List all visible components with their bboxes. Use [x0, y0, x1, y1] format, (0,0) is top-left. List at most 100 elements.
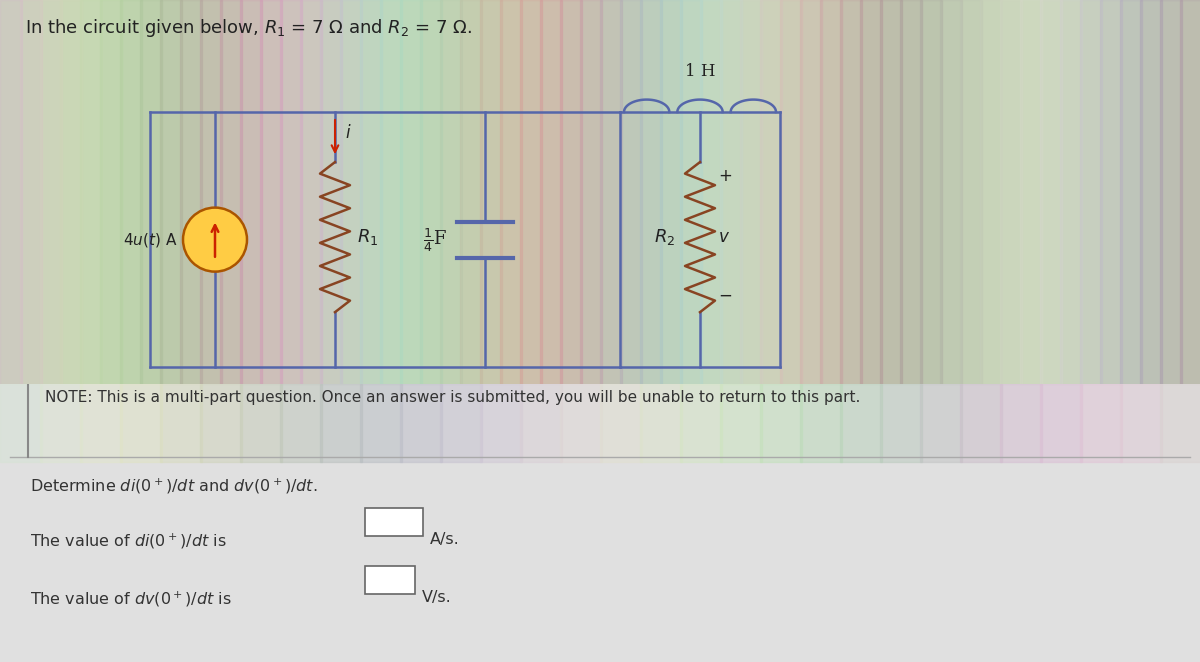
Bar — [660, 0, 682, 397]
Bar — [320, 384, 362, 462]
Bar — [1040, 0, 1062, 397]
Bar — [940, 0, 962, 397]
FancyBboxPatch shape — [365, 566, 415, 594]
Bar — [440, 0, 462, 397]
Bar — [1120, 0, 1142, 397]
FancyBboxPatch shape — [365, 508, 422, 536]
Bar — [520, 0, 542, 397]
Text: The value of $di(0^+)/dt$ is: The value of $di(0^+)/dt$ is — [30, 532, 227, 551]
Bar — [180, 0, 202, 397]
Bar — [440, 384, 482, 462]
Bar — [800, 384, 842, 462]
Bar — [220, 0, 242, 397]
Bar — [820, 0, 842, 397]
Text: NOTE: This is a multi-part question. Once an answer is submitted, you will be un: NOTE: This is a multi-part question. Onc… — [46, 390, 860, 405]
Bar — [480, 0, 502, 397]
Bar — [400, 0, 422, 397]
Bar — [40, 0, 62, 397]
Text: The value of $dv(0^+)/dt$ is: The value of $dv(0^+)/dt$ is — [30, 590, 232, 609]
Circle shape — [182, 208, 247, 271]
Bar — [40, 384, 82, 462]
Text: A/s.: A/s. — [430, 532, 460, 547]
Bar — [80, 384, 122, 462]
Bar — [260, 0, 282, 397]
Bar — [80, 0, 102, 397]
Text: −: − — [718, 286, 732, 304]
Bar — [480, 384, 522, 462]
Bar — [100, 0, 122, 397]
Bar — [860, 0, 882, 397]
Bar — [340, 0, 362, 397]
Bar — [1000, 384, 1042, 462]
Bar — [360, 0, 382, 397]
Bar — [1180, 0, 1200, 397]
Bar — [160, 384, 202, 462]
Bar — [1080, 384, 1122, 462]
Bar — [800, 0, 822, 397]
Bar — [1040, 384, 1082, 462]
Bar — [360, 384, 402, 462]
Bar — [880, 384, 922, 462]
Bar — [760, 384, 802, 462]
Bar — [60, 0, 82, 397]
Bar — [1160, 384, 1200, 462]
Text: $\frac{1}{4}$F: $\frac{1}{4}$F — [422, 226, 446, 254]
Bar — [1120, 384, 1162, 462]
Text: 1 H: 1 H — [685, 63, 715, 80]
Text: $R_2$: $R_2$ — [654, 227, 674, 247]
Bar — [960, 0, 982, 397]
Bar — [120, 384, 162, 462]
Bar — [1020, 0, 1042, 397]
Bar — [1100, 0, 1122, 397]
Text: +: + — [718, 167, 732, 185]
Bar — [640, 384, 682, 462]
Bar — [920, 0, 942, 397]
Bar — [540, 0, 562, 397]
Bar — [760, 0, 782, 397]
Bar — [200, 0, 222, 397]
Text: V/s.: V/s. — [422, 590, 451, 605]
Bar — [280, 384, 322, 462]
Bar — [300, 0, 322, 397]
Text: $R_1$: $R_1$ — [358, 227, 378, 247]
Bar — [640, 0, 662, 397]
Bar — [500, 0, 522, 397]
Bar — [1160, 0, 1182, 397]
Bar — [780, 0, 802, 397]
Bar — [720, 0, 742, 397]
Bar — [620, 0, 642, 397]
Bar — [580, 0, 602, 397]
Bar — [880, 0, 902, 397]
Bar — [680, 0, 702, 397]
Bar — [980, 0, 1002, 397]
Bar — [960, 384, 1002, 462]
Bar — [200, 384, 242, 462]
Bar — [560, 384, 602, 462]
Bar — [1000, 0, 1022, 397]
Bar — [420, 0, 442, 397]
Text: $i$: $i$ — [346, 124, 352, 142]
Text: $v$: $v$ — [718, 228, 730, 246]
Bar — [380, 0, 402, 397]
Text: $4u(t)$ A: $4u(t)$ A — [122, 230, 178, 249]
Bar — [20, 0, 42, 397]
Bar — [520, 384, 562, 462]
Text: In the circuit given below, $R_1$ = 7 Ω and $R_2$ = 7 Ω.: In the circuit given below, $R_1$ = 7 Ω … — [25, 17, 472, 39]
Bar — [240, 0, 262, 397]
Bar — [160, 0, 182, 397]
Bar — [460, 0, 482, 397]
Bar — [320, 0, 342, 397]
Bar — [140, 0, 162, 397]
Bar — [1080, 0, 1102, 397]
Bar — [740, 0, 762, 397]
Bar — [1140, 0, 1162, 397]
Bar — [720, 384, 762, 462]
Bar — [0, 0, 22, 397]
Text: Determine $di(0^+)/dt$ and $dv(0^+)/dt$.: Determine $di(0^+)/dt$ and $dv(0^+)/dt$. — [30, 477, 318, 496]
Bar — [400, 384, 442, 462]
Bar — [560, 0, 582, 397]
Bar — [680, 384, 722, 462]
Bar — [1060, 0, 1082, 397]
Bar — [840, 384, 882, 462]
Bar — [120, 0, 142, 397]
